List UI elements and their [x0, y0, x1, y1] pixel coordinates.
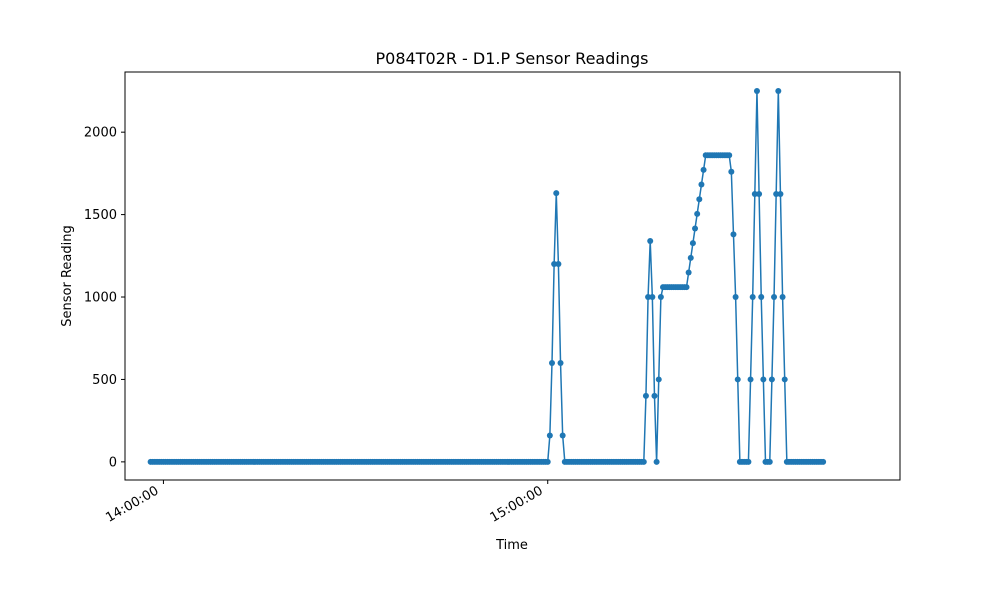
data-point: [657, 294, 664, 301]
y-tick-label: 500: [92, 373, 117, 388]
data-point: [749, 294, 756, 301]
y-axis: 0 500 1000 1500 2000: [84, 126, 125, 470]
data-point: [728, 168, 735, 175]
data-point: [557, 359, 564, 366]
data-point: [730, 231, 737, 238]
data-point: [553, 190, 560, 197]
data-point: [779, 294, 786, 301]
data-point: [700, 166, 707, 173]
data-point: [732, 294, 739, 301]
x-tick-label: 14:00:00: [103, 483, 161, 525]
data-point: [683, 284, 690, 291]
chart-title: P084T02R - D1.P Sensor Readings: [376, 49, 649, 68]
data-point: [768, 376, 775, 383]
data-point: [694, 210, 701, 217]
data-point: [753, 87, 760, 94]
data-point: [651, 392, 658, 399]
data-point: [649, 294, 656, 301]
y-tick-label: 0: [109, 455, 117, 470]
x-tick-label: 15:00:00: [488, 483, 546, 525]
data-point: [559, 432, 566, 439]
data-point: [777, 190, 784, 197]
data-point: [555, 261, 562, 268]
data-point: [685, 269, 692, 276]
y-tick-label: 1500: [84, 208, 117, 223]
x-axis-label: Time: [495, 538, 528, 553]
data-point: [820, 458, 827, 465]
data-point: [751, 190, 758, 197]
data-point: [698, 181, 705, 188]
data-point: [775, 87, 782, 94]
data-point: [692, 225, 699, 232]
data-point: [745, 458, 752, 465]
data-point: [726, 152, 733, 159]
data-point: [551, 261, 558, 268]
data-point: [640, 458, 647, 465]
data-point: [734, 376, 741, 383]
data-point: [760, 376, 767, 383]
plot-frame: [124, 71, 901, 481]
data-point: [546, 432, 553, 439]
data-point: [653, 458, 660, 465]
data-point: [766, 458, 773, 465]
series-marks: [147, 87, 827, 465]
data-point: [549, 359, 555, 366]
data-point: [773, 190, 780, 197]
data-point: [687, 254, 694, 261]
data-point: [655, 376, 662, 383]
data-point: [771, 294, 778, 301]
data-point: [689, 240, 696, 247]
data-point: [642, 392, 649, 399]
data-point: [544, 458, 551, 465]
data-point: [647, 237, 654, 244]
data-point: [781, 376, 788, 383]
data-point: [756, 190, 763, 197]
series-line: [150, 90, 824, 463]
data-point: [696, 196, 703, 203]
y-axis-label: Sensor Reading: [60, 225, 75, 326]
x-axis: 14:00:00 15:00:00: [103, 480, 549, 526]
y-tick-label: 1000: [84, 291, 117, 306]
data-point: [758, 294, 765, 301]
data-point: [747, 376, 754, 383]
y-tick-label: 2000: [84, 126, 117, 141]
data-point: [645, 294, 652, 301]
